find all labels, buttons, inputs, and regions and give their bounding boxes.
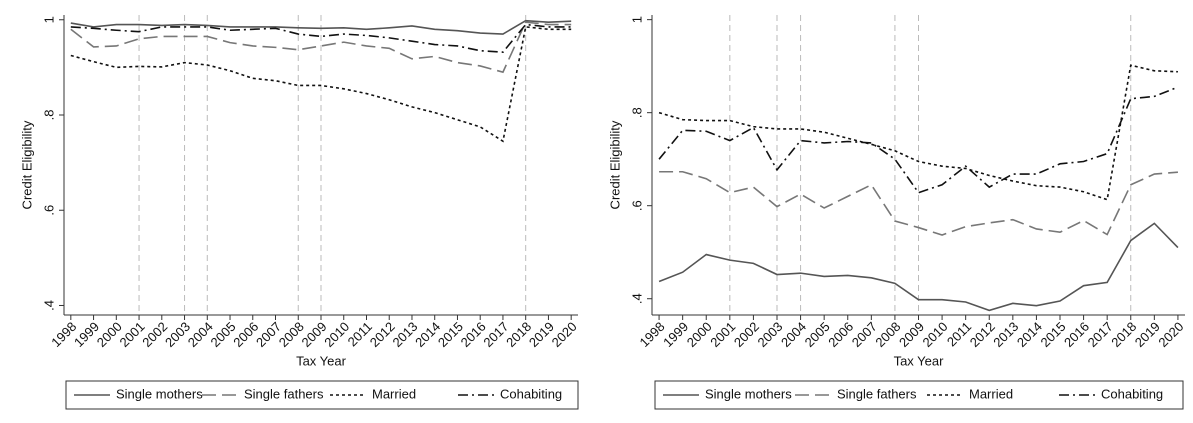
y-tick-label: 1 <box>629 16 644 23</box>
legend-label: Single fathers <box>244 386 324 401</box>
y-axis-label: Credit Eligibility <box>607 120 622 209</box>
x-tick-label: 2014 <box>1014 319 1045 350</box>
series-line <box>70 19 572 35</box>
series-line <box>658 222 1179 312</box>
x-tick-label: 2002 <box>731 319 762 350</box>
x-tick-label: 2016 <box>1061 319 1092 350</box>
legend-label: Single mothers <box>116 386 203 401</box>
series-line <box>70 23 572 53</box>
x-tick-label: 2017 <box>1085 319 1116 350</box>
x-tick-label: 2011 <box>944 319 974 349</box>
x-axis-label: Tax Year <box>296 353 347 368</box>
x-tick-label: 2019 <box>1132 319 1163 350</box>
x-tick-label: 2020 <box>1155 319 1186 350</box>
y-axis-label: Credit Eligibility <box>19 120 34 209</box>
series-line <box>70 26 572 143</box>
legend-label: Single fathers <box>837 386 917 401</box>
x-tick-label: 2000 <box>684 319 715 350</box>
series-line <box>658 64 1178 201</box>
x-tick-label: 2004 <box>778 319 809 350</box>
x-tick-label: 2013 <box>990 319 1021 350</box>
x-tick-label: 2003 <box>754 319 785 350</box>
x-tick-label: 1998 <box>637 319 668 350</box>
series-line <box>659 170 1178 236</box>
y-tick-label: .6 <box>41 205 56 216</box>
x-tick-label: 2020 <box>549 319 580 350</box>
y-tick-label: .4 <box>41 300 56 311</box>
y-tick-label: 1 <box>41 16 56 23</box>
x-tick-label: 2006 <box>825 319 856 350</box>
x-tick-label: 2018 <box>1108 319 1139 350</box>
y-tick-label: .8 <box>629 107 644 118</box>
y-tick-label: .4 <box>629 293 644 304</box>
x-tick-label: 2012 <box>967 319 998 350</box>
x-tick-label: 2010 <box>920 319 951 350</box>
x-tick-label: 2009 <box>896 319 927 350</box>
series-line <box>658 86 1179 194</box>
series-line <box>70 21 572 74</box>
x-axis-label: Tax Year <box>894 353 945 368</box>
x-tick-label: 1999 <box>660 319 691 350</box>
legend-label: Cohabiting <box>1101 386 1163 401</box>
legend-label: Married <box>372 386 416 401</box>
x-tick-label: 2011 <box>345 319 375 349</box>
legend-label: Single mothers <box>705 386 792 401</box>
x-tick-label: 2015 <box>1037 319 1068 350</box>
x-tick-label: 2001 <box>707 319 738 350</box>
x-tick-label: 2007 <box>849 319 880 350</box>
y-tick-label: .8 <box>41 110 56 121</box>
x-tick-label: 2008 <box>872 319 903 350</box>
x-tick-label: 2005 <box>802 319 833 350</box>
legend-label: Cohabiting <box>500 386 562 401</box>
y-tick-label: .6 <box>629 200 644 211</box>
legend-label: Married <box>969 386 1013 401</box>
